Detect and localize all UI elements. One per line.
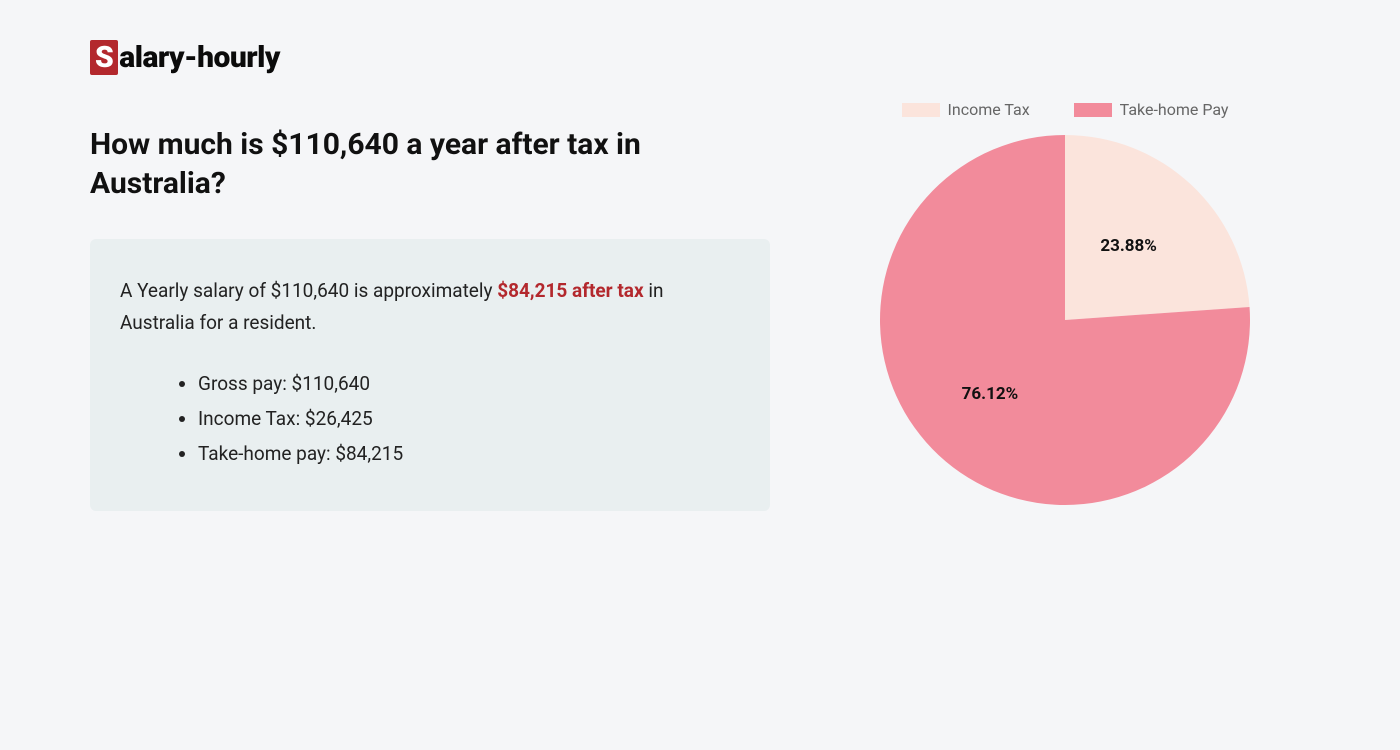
- breakdown-list: Gross pay: $110,640 Income Tax: $26,425 …: [120, 366, 740, 471]
- list-item: Take-home pay: $84,215: [198, 436, 740, 471]
- slice-label-takehome: 76.12%: [962, 384, 1019, 404]
- legend-swatch: [1074, 103, 1112, 117]
- list-item: Gross pay: $110,640: [198, 366, 740, 401]
- chart-column: Income Tax Take-home Pay 23.88% 76.12%: [830, 40, 1300, 511]
- info-card: A Yearly salary of $110,640 is approxima…: [90, 239, 770, 511]
- page-title: How much is $110,640 a year after tax in…: [90, 125, 770, 203]
- summary-prefix: A Yearly salary of $110,640 is approxima…: [120, 279, 497, 302]
- summary-text: A Yearly salary of $110,640 is approxima…: [120, 275, 740, 340]
- pie-chart: 23.88% 76.12%: [880, 135, 1250, 505]
- legend-item-takehome: Take-home Pay: [1074, 100, 1229, 119]
- logo-initial: S: [90, 40, 118, 75]
- legend-label: Income Tax: [948, 100, 1030, 119]
- legend-swatch: [902, 103, 940, 117]
- pie-svg: [880, 135, 1250, 505]
- site-logo: Salary-hourly: [90, 40, 770, 75]
- logo-rest: alary-hourly: [119, 40, 280, 75]
- legend-item-income-tax: Income Tax: [902, 100, 1030, 119]
- summary-highlight: $84,215 after tax: [497, 279, 643, 302]
- left-column: Salary-hourly How much is $110,640 a yea…: [90, 40, 770, 511]
- legend-label: Take-home Pay: [1120, 100, 1229, 119]
- list-item: Income Tax: $26,425: [198, 401, 740, 436]
- slice-label-income-tax: 23.88%: [1100, 236, 1157, 256]
- chart-legend: Income Tax Take-home Pay: [830, 100, 1300, 119]
- page-container: Salary-hourly How much is $110,640 a yea…: [0, 0, 1400, 551]
